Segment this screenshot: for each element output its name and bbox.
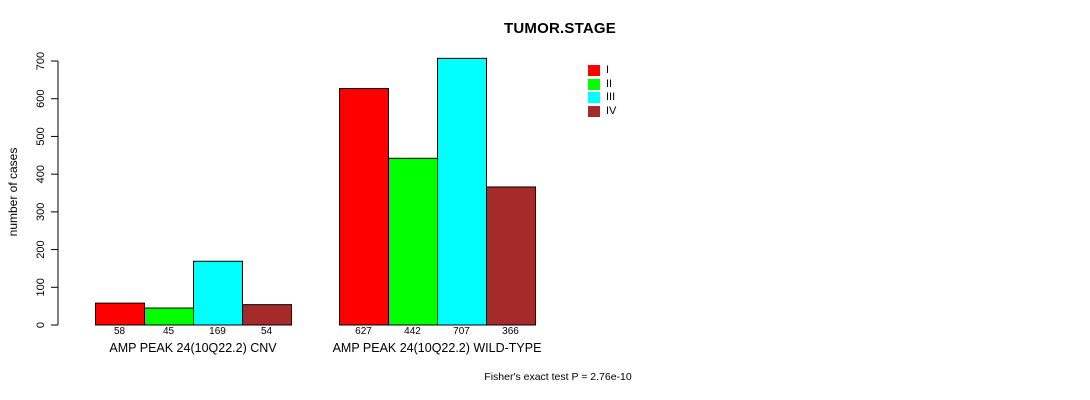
bar-value-label: 707: [453, 326, 470, 337]
legend-swatch-i: [588, 65, 600, 76]
bar-value-label: 169: [209, 326, 226, 337]
bar-value-label: 45: [163, 326, 175, 337]
bar-value-label: 58: [114, 326, 126, 337]
y-axis-tick-label: 700: [35, 52, 47, 70]
y-axis-tick-label: 200: [35, 240, 47, 258]
bar-value-label: 627: [355, 326, 372, 337]
y-axis-tick-label: 0: [35, 322, 47, 328]
legend-swatch-iv: [588, 105, 600, 117]
bar: [339, 88, 389, 326]
bar: [95, 302, 145, 326]
legend-label: III: [606, 91, 616, 104]
legend-row: III: [588, 91, 616, 104]
x-group-label-wildtype: AMP PEAK 24(10Q22.2) WILD-TYPE: [332, 341, 542, 355]
y-axis-tick-label: 400: [35, 165, 47, 183]
y-axis-tick-label: 500: [35, 127, 47, 145]
legend-row: I: [588, 65, 616, 76]
bar: [242, 304, 292, 326]
bar-value-label: 54: [261, 326, 273, 337]
y-axis-tick-label: 100: [35, 278, 47, 296]
legend-row: II: [588, 77, 616, 90]
legend-swatch-iii: [588, 92, 600, 104]
bar: [388, 157, 438, 326]
bar: [144, 307, 194, 326]
legend-label: IV: [606, 104, 617, 117]
x-group-label-cnv: AMP PEAK 24(10Q22.2) CNV: [109, 341, 277, 355]
footnote: Fisher's exact test P = 2.76e-10: [484, 371, 632, 383]
legend-label: I: [606, 64, 610, 76]
legend-row: IV: [588, 104, 617, 117]
bar: [193, 260, 243, 326]
chart-title: TUMOR.STAGE: [504, 20, 616, 37]
bar: [486, 186, 536, 326]
legend: I II III IV: [588, 65, 616, 119]
y-axis-tick-label: 600: [35, 90, 47, 108]
legend-label: II: [606, 77, 613, 90]
legend-swatch-ii: [588, 78, 600, 90]
bar-value-label: 442: [404, 326, 421, 337]
bar-value-label: 366: [502, 326, 519, 337]
bar: [437, 57, 487, 326]
y-axis-tick-label: 300: [35, 203, 47, 221]
